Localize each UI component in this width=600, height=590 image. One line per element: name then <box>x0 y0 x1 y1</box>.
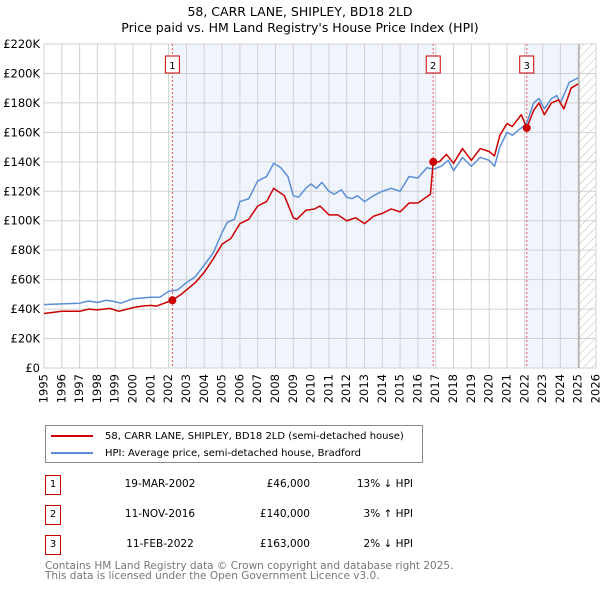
y-tick-label: £120K <box>3 184 40 198</box>
y-tick-label: £200K <box>3 66 40 80</box>
x-tick-label: 2021 <box>499 374 513 403</box>
chart-title: 58, CARR LANE, SHIPLEY, BD18 2LD <box>187 4 413 19</box>
y-tick-label: £180K <box>3 96 40 110</box>
x-tick-label: 2006 <box>232 374 246 403</box>
transaction-point <box>429 157 438 166</box>
transaction-price: £163,000 <box>259 538 310 550</box>
transaction-hpi: 13% ↓ HPI <box>356 478 413 490</box>
legend-label-hpi: HPI: Average price, semi-detached house,… <box>105 447 361 459</box>
x-tick-label: 2004 <box>197 374 211 403</box>
x-tick-label: 2022 <box>517 374 531 403</box>
table-row: 1 19-MAR-2002 £46,000 13% ↓ HPI <box>45 475 445 495</box>
transaction-marker: 1 <box>45 475 61 495</box>
y-tick-label: £100K <box>3 214 40 228</box>
x-tick-label: 2013 <box>357 374 371 403</box>
footer-licence: This data is licensed under the Open Gov… <box>45 570 380 582</box>
x-tick-label: 2015 <box>393 374 407 403</box>
hpi-line <box>43 77 579 306</box>
transaction-marker-box <box>425 55 441 74</box>
y-tick-label: £20K <box>11 332 41 346</box>
legend-swatch-hpi <box>51 452 93 454</box>
transaction-marker-box <box>164 55 180 74</box>
transaction-marker-label: 3 <box>524 61 530 72</box>
x-tick-label: 2020 <box>482 374 496 403</box>
transaction-marker-box <box>519 55 535 74</box>
x-tick-label: 2003 <box>179 374 193 403</box>
transaction-price: £140,000 <box>259 508 310 520</box>
x-tick-label: 2019 <box>464 374 478 403</box>
x-tick-label: 2016 <box>410 374 424 403</box>
x-tick-label: 1996 <box>54 374 68 403</box>
transaction-marker-label: 1 <box>169 61 175 72</box>
transaction-point <box>168 296 177 305</box>
x-tick-label: 2002 <box>161 374 175 403</box>
x-tick-label: 2000 <box>126 374 140 403</box>
x-tick-label: 2018 <box>446 374 460 403</box>
transaction-price: £46,000 <box>266 478 310 490</box>
y-tick-label: £160K <box>3 125 40 139</box>
transaction-date: 19-MAR-2002 <box>124 478 196 490</box>
x-tick-label: 2017 <box>428 374 442 403</box>
x-tick-label: 2009 <box>286 374 300 403</box>
x-tick-label: 2012 <box>339 374 353 403</box>
x-tick-label: 1998 <box>90 374 104 403</box>
transaction-hpi: 2% ↓ HPI <box>363 538 413 550</box>
transaction-marker: 2 <box>45 505 61 525</box>
y-tick-label: £0 <box>25 361 40 375</box>
shaded-period-3 <box>526 44 580 368</box>
footer-copyright: Contains HM Land Registry data © Crown c… <box>45 560 454 572</box>
legend-label-property: 58, CARR LANE, SHIPLEY, BD18 2LD (semi-d… <box>105 430 404 442</box>
x-tick-label: 2011 <box>321 374 335 403</box>
future-hatch <box>579 44 596 368</box>
y-tick-label: £40K <box>11 302 41 316</box>
x-tick-label: 2026 <box>589 374 600 403</box>
x-tick-label: 2010 <box>304 374 318 403</box>
x-tick-label: 2024 <box>553 374 567 403</box>
x-tick-label: 2005 <box>215 374 229 403</box>
transaction-marker-label: 2 <box>430 61 436 72</box>
x-tick-label: 2025 <box>571 374 585 403</box>
property-price-line <box>43 83 579 315</box>
x-tick-label: 2023 <box>535 374 549 403</box>
x-tick-label: 1995 <box>37 374 51 403</box>
y-tick-label: £80K <box>11 243 41 257</box>
x-tick-label: 2007 <box>250 374 264 403</box>
price-chart: 1995 1996 1997 1998 1999 2000 2001 2002 2003 2004… <box>3 37 600 403</box>
chart-subtitle: Price paid vs. HM Land Registry's House … <box>121 20 479 35</box>
transaction-point <box>522 123 531 132</box>
transaction-date: 11-FEB-2022 <box>126 538 194 550</box>
transaction-hpi: 3% ↑ HPI <box>363 508 413 520</box>
y-tick-label: £60K <box>11 273 41 287</box>
transaction-date: 11-NOV-2016 <box>124 508 196 520</box>
table-row: 2 11-NOV-2016 £140,000 3% ↑ HPI <box>45 505 445 525</box>
y-tick-label: £220K <box>3 37 40 51</box>
x-tick-label: 1997 <box>72 374 86 403</box>
x-tick-label: 1999 <box>108 374 122 403</box>
y-tick-label: £140K <box>3 155 40 169</box>
x-tick-label: 2014 <box>375 374 389 403</box>
table-row: 3 11-FEB-2022 £163,000 2% ↓ HPI <box>45 535 445 555</box>
shaded-period-1 <box>172 44 434 368</box>
legend: 58, CARR LANE, SHIPLEY, BD18 2LD (semi-d… <box>45 425 423 463</box>
x-tick-label: 2001 <box>143 374 157 403</box>
legend-swatch-property <box>51 435 93 437</box>
transaction-marker: 3 <box>45 535 61 555</box>
x-tick-label: 2008 <box>268 374 282 403</box>
